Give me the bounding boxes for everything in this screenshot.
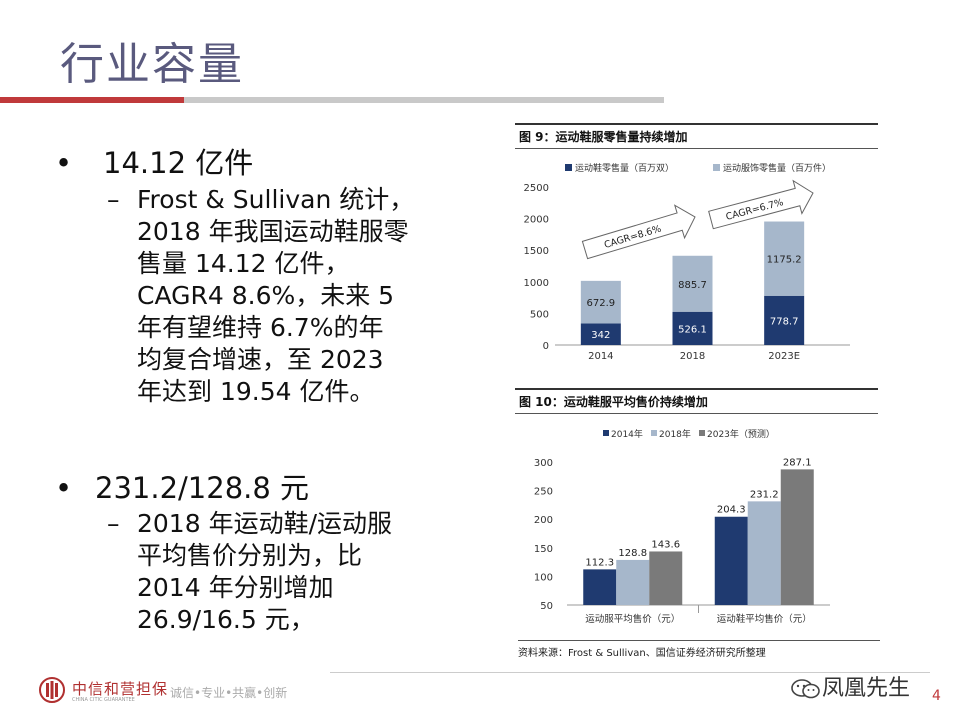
data-label: 112.3 [585,557,614,568]
bullet-1-heading: 14.12 亿件 [103,146,254,180]
data-label: 204.3 [717,505,746,516]
legend-label: 2023年（预测） [707,428,775,440]
company-slogan: 诚信•专业•共赢•创新 [170,686,288,700]
legend-swatch [565,164,572,171]
bar [747,501,781,605]
y-tick-label: 50 [540,601,553,612]
data-label: 1175.2 [767,255,802,266]
detail-line: 售量 14.12 亿件， [137,249,350,278]
figure-10-title: 图 10：运动鞋服平均售价持续增加 [515,388,878,414]
legend-swatch [713,164,720,171]
y-tick-label: 100 [534,572,553,583]
legend-label: 运动鞋零售量（百万双） [575,162,674,174]
legend-label: 2014年 [611,428,643,440]
bar [714,516,748,605]
data-label: 885.7 [678,280,707,291]
y-tick-label: 0 [543,341,549,352]
y-tick-label: 300 [534,458,553,469]
legend-label: 2018年 [659,428,691,440]
bullet-2: • 231.2/128.8 元 [55,471,310,505]
data-label: 526.1 [678,324,707,335]
logo-chinese-name: 中信和营担保 [72,680,169,698]
source-note: 资料来源：Frost & Sullivan、国信证券经济研究所整理 [518,640,880,659]
bar-segment [580,280,621,324]
y-tick-label: 1500 [524,246,549,257]
slide-title: 行业容量 [60,39,244,90]
bar [616,559,650,605]
y-tick-label: 250 [534,487,553,498]
data-label: 778.7 [770,316,799,327]
y-tick-label: 200 [534,515,553,526]
bullet-1: • 14.12 亿件 [55,146,254,180]
y-tick-label: 150 [534,544,553,555]
bullet-2-heading: 231.2/128.8 元 [95,471,310,505]
page-number: 4 [932,688,941,704]
figure-10: 图 10：运动鞋服平均售价持续增加 [515,388,878,414]
detail-line: 年有望维持 6.7%的年 [137,313,384,342]
arrow-shape [708,179,814,230]
detail-line: CAGR4 8.6%，未来 5 [137,281,395,310]
logo-english-name: CHINA CITIC GUARANTEE [72,697,135,703]
bar [649,551,683,605]
data-label: 143.6 [651,539,680,550]
bar-segment [764,221,805,296]
data-label: 231.2 [750,489,779,500]
legend-label: 运动服饰零售量（百万件） [723,162,831,174]
detail-line: 平均售价分别为，比 [137,541,363,570]
chart-avg-price: 2014年 2018年 2023年（预测） 50 100 150 200 250 300 112.… [534,428,830,625]
detail-line: 年达到 19.54 亿件。 [137,377,375,406]
wechat-watermark: 凤凰先生 [790,670,910,702]
detail-line: 2018 年我国运动鞋服零 [137,217,409,246]
x-tick-label: 运动服平均售价（元） [585,613,680,625]
detail-line: 26.9/16.5 元， [137,605,315,634]
bar-segment [672,311,713,345]
figure-9-title: 图 9：运动鞋服零售量持续增加 [515,123,878,149]
company-logo-icon [39,677,65,703]
detail-line: 均复合增速，至 2023 [137,345,384,374]
x-tick-label: 2014 [588,351,613,362]
detail-line: Frost & Sullivan 统计， [137,185,415,214]
detail-line: 2014 年分别增加 [137,573,334,602]
bar-segment [672,255,713,312]
detail-line: 2018 年运动鞋/运动服 [137,509,392,538]
figure-9: 图 9：运动鞋服零售量持续增加 [515,123,878,149]
legend-swatch [651,430,657,436]
footer-divider [330,672,930,673]
bar [780,469,814,605]
x-tick-label: 运动鞋平均售价（元） [717,613,812,625]
arrow-shape [581,204,696,260]
bar-segment [764,295,805,345]
legend-swatch [699,430,705,436]
y-tick-label: 1000 [524,278,549,289]
x-tick-label: 2018 [680,351,705,362]
data-label: 287.1 [783,457,812,468]
x-tick-label: 2023E [768,351,800,362]
bar-segment [580,323,621,345]
y-tick-label: 2000 [524,215,549,226]
data-label: 128.8 [618,548,647,559]
legend-swatch [603,430,609,436]
wechat-icon [791,679,820,699]
chart-retail-volume: 运动鞋零售量（百万双） 运动服饰零售量（百万件） 0 500 1000 1500 2000 2… [524,162,850,362]
bar [583,569,617,605]
data-label: 342 [591,330,610,341]
y-tick-label: 500 [530,309,549,320]
y-tick-label: 2500 [524,183,549,194]
data-label: 672.9 [587,298,616,309]
